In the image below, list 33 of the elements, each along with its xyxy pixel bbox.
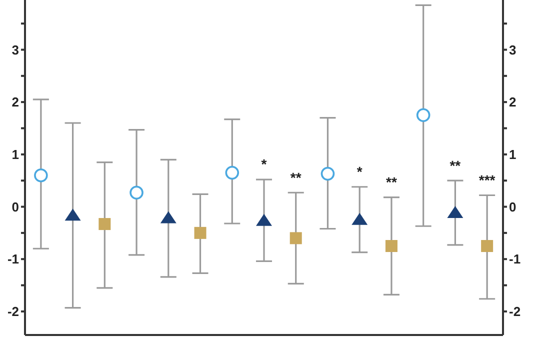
y-tick-label: -2 xyxy=(7,304,19,320)
y-tick-label: -1 xyxy=(7,252,19,267)
y2-tick-label: 0 xyxy=(509,199,516,214)
y2-tick-label: 3 xyxy=(509,42,516,58)
annotation: ** xyxy=(450,157,462,174)
annotation: ** xyxy=(386,174,398,190)
point xyxy=(98,218,111,230)
y-tick-label: 0 xyxy=(12,199,19,214)
point xyxy=(447,206,464,218)
point xyxy=(416,108,430,122)
annotation: *** xyxy=(478,172,496,188)
point xyxy=(352,212,368,225)
y2-tick-label: -2 xyxy=(509,304,521,320)
point xyxy=(385,240,398,252)
point xyxy=(130,186,144,200)
point xyxy=(225,166,240,180)
point xyxy=(34,168,48,182)
y2-tick-label: -1 xyxy=(509,252,521,267)
point xyxy=(64,208,81,221)
y2-tick-label: 1 xyxy=(509,147,516,162)
point xyxy=(481,240,494,252)
point xyxy=(194,226,206,239)
y-tick-label: 2 xyxy=(12,94,19,110)
point xyxy=(160,211,176,224)
y-tick-label: 3 xyxy=(12,42,19,58)
annotation: * xyxy=(261,156,268,172)
point xyxy=(320,166,335,181)
point xyxy=(256,214,272,226)
y2-tick-label: 2 xyxy=(509,94,516,110)
point xyxy=(290,232,302,244)
y-tick-label: 1 xyxy=(12,147,19,162)
annotation: ** xyxy=(290,169,302,186)
annotation: * xyxy=(356,164,363,180)
